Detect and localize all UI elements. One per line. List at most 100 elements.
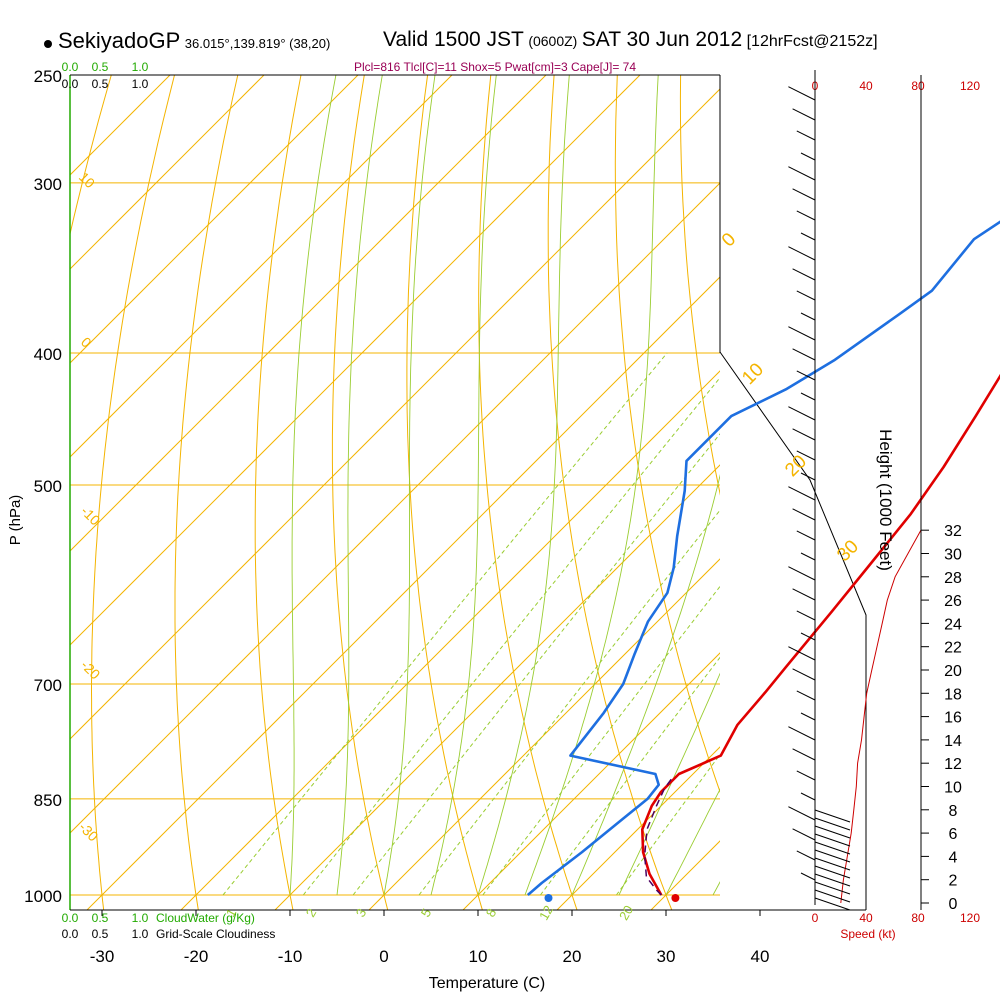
isotherm-line — [368, 558, 720, 910]
wind-barb-low — [814, 857, 851, 871]
temperature-tick-label: 20 — [563, 947, 582, 966]
speed-top-label: 40 — [859, 79, 873, 93]
mixing-ratio-label: 8 — [483, 906, 500, 920]
pressure-tick-label: 300 — [34, 175, 62, 194]
wind-barb — [800, 632, 816, 641]
dry-adiabat — [254, 75, 302, 910]
speed-bottom-label: 0 — [812, 911, 819, 925]
wind-speed-line — [840, 529, 922, 904]
wind-barb — [796, 290, 816, 301]
pressure-tick-label: 1000 — [24, 887, 62, 906]
zulu-time: (0600Z) — [528, 33, 578, 49]
dry-adiabat-label: 10 — [76, 169, 98, 191]
y-axis-label: P (hPa) — [7, 495, 24, 546]
height-tick-label: 6 — [949, 826, 958, 843]
wind-barb-low — [814, 809, 851, 823]
pressure-tick-label: 400 — [34, 345, 62, 364]
mixing-ratio-line — [222, 352, 668, 896]
cloudiness-bottom-label: 0.0 — [62, 927, 79, 941]
moist-adiabat — [289, 75, 337, 896]
wind-barb — [788, 406, 816, 421]
dry-adiabat — [478, 75, 578, 910]
plot-area — [70, 51, 1000, 924]
wind-barb — [796, 770, 816, 781]
wind-barb-low — [814, 825, 851, 839]
wind-barb — [800, 552, 816, 561]
wind-barb — [792, 508, 816, 521]
wind-barb — [788, 806, 816, 821]
wind-barb — [792, 108, 816, 121]
height-tick-label: 18 — [944, 686, 962, 703]
wind-barb — [800, 152, 816, 161]
wind-barb — [796, 210, 816, 221]
cloudwater-bottom-label: 1.0 — [132, 911, 149, 925]
isotherm-line — [70, 75, 171, 176]
x-axis-label: Temperature (C) — [429, 975, 545, 992]
temperature-profile-line — [640, 373, 1000, 896]
wind-barb — [796, 690, 816, 701]
wind-barb — [796, 370, 816, 381]
wind-barb — [788, 246, 816, 261]
cloudiness-top-label: 0.0 — [62, 77, 79, 91]
speed-title: Speed (kt) — [840, 927, 895, 941]
moist-adiabat — [524, 75, 659, 896]
cloudwater-top-label: 1.0 — [132, 60, 149, 74]
wind-barb — [792, 828, 816, 841]
station-name: SekiyadoGP — [58, 28, 181, 53]
dry-adiabat — [806, 51, 1000, 924]
temperature-tick-label: -20 — [184, 947, 209, 966]
wind-barb — [800, 392, 816, 401]
dry-adiabat — [91, 75, 176, 910]
wind-barb-low — [814, 849, 851, 863]
wind-barb-low — [814, 833, 851, 847]
temperature-tick-label: 10 — [469, 947, 488, 966]
mixing-ratio-label: 3 — [353, 906, 370, 920]
mixing-ratio-label: 12 — [536, 903, 556, 923]
isotherm-line — [70, 75, 359, 364]
wind-barb — [792, 188, 816, 201]
cloudiness-top-label: 1.0 — [132, 77, 149, 91]
isotherm-line — [70, 182, 720, 834]
wind-barb — [788, 646, 816, 661]
chart-header: SekiyadoGP 36.015°,139.819° (38,20) — [44, 28, 330, 54]
cloudiness-bottom-label: 0.5 — [92, 927, 109, 941]
moist-adiabat — [571, 473, 720, 896]
wind-barb — [792, 748, 816, 761]
dry-adiabat — [994, 51, 1000, 924]
wind-barb — [796, 530, 816, 541]
wind-barb — [788, 726, 816, 741]
wind-barb-low — [814, 889, 851, 903]
dry-adiabat — [547, 75, 673, 910]
isotherm-label: 0 — [718, 229, 740, 251]
wind-barb — [800, 872, 816, 881]
surface-dewpoint-point — [544, 894, 553, 902]
wind-barb — [796, 850, 816, 861]
temperature-tick-label: 40 — [751, 947, 770, 966]
parcel-profile-line — [643, 777, 674, 896]
dry-adiabat — [679, 75, 720, 496]
dry-adiabat-label: -20 — [78, 657, 104, 683]
moist-adiabat — [336, 75, 383, 896]
height-tick-label: 32 — [944, 523, 962, 540]
dry-adiabat-label: 0 — [78, 334, 95, 351]
height-tick-label: 8 — [949, 803, 958, 820]
moist-adiabat — [477, 75, 570, 896]
isotherm-line — [180, 370, 720, 910]
cloudiness-bottom-label: 1.0 — [132, 927, 149, 941]
speed-bottom-label: 80 — [911, 911, 925, 925]
wind-barb — [792, 588, 816, 601]
isotherm-label: 30 — [833, 536, 863, 566]
height-tick-label: 2 — [949, 873, 958, 890]
cloudiness-title: Grid-Scale Cloudiness — [156, 927, 275, 941]
speed-bottom-label: 120 — [960, 911, 980, 925]
height-tick-label: 4 — [949, 849, 958, 866]
wind-barb — [800, 792, 816, 801]
height-tick-label: 28 — [944, 570, 962, 587]
wind-barb-low — [814, 841, 851, 855]
cloudwater-top-label: 0.5 — [92, 60, 109, 74]
wind-barb-low — [814, 817, 851, 831]
height-tick-label: 10 — [944, 779, 962, 796]
forecast-info: [12hrFcst@2152z] — [746, 33, 878, 50]
height-tick-label: 14 — [944, 733, 962, 750]
